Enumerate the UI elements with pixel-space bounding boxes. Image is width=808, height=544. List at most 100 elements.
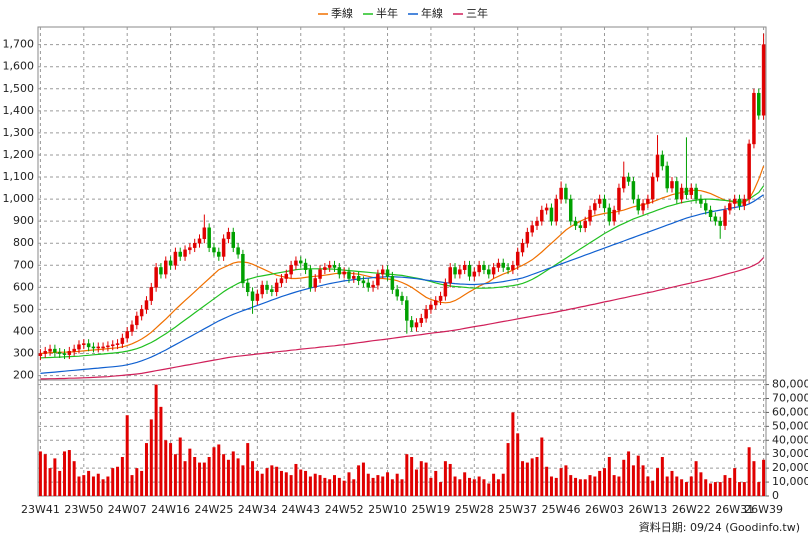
candle-body [462,265,467,270]
candle-body [699,198,703,204]
candle-body [53,348,57,353]
candle-body [173,251,178,266]
volume-bar [116,466,120,496]
candle-body [612,209,616,222]
candle-body [144,300,149,310]
legend-label: 三年 [466,6,488,20]
y-tick-label: 1,400 [3,104,35,117]
candle-body [82,343,86,345]
candle-body [72,348,76,352]
volume-bar [617,476,621,496]
candle-body [409,320,414,328]
candle-body [303,262,308,270]
candle-body [77,344,81,350]
volume-bar [675,476,679,496]
volume-bar [337,477,341,496]
volume-bar [222,454,226,496]
candle-body [236,247,240,255]
volume-bar [304,470,308,496]
y-tick-label: 600 [13,280,34,293]
candle-body [323,267,327,270]
ma-line [40,257,765,380]
candle-body [573,220,578,226]
candle-body [361,280,366,284]
candle-body [732,198,737,204]
volume-bar [492,473,496,496]
candle-body [626,176,631,182]
candle-body [670,181,674,189]
y-tick-label: 500 [13,302,34,315]
volume-bar [709,483,713,496]
candle-body [472,271,477,277]
candle-body [289,265,293,275]
candle-body [342,271,346,275]
candle-body [636,198,640,211]
candle-body [57,352,62,354]
y-tick-label: 900 [13,214,34,227]
candle-body [356,276,361,281]
volume-bar [521,461,525,496]
volume-bar [554,477,558,496]
candle-body [660,154,665,167]
candle-body [250,291,255,301]
candle-body [530,225,534,233]
candle-body [395,289,399,297]
volume-bar [723,475,727,496]
candle-body [438,295,443,301]
volume-bar [535,457,539,496]
candle-body [564,187,568,200]
volume-bar [371,477,375,496]
candle-body [689,187,694,195]
volume-bar [333,475,336,496]
volume-bar [390,479,394,496]
candle-body [101,346,105,349]
x-tick-label: 26W03 [585,503,624,516]
volume-bar [627,451,631,496]
volume-bar [612,475,616,496]
volume-bar [453,476,457,496]
volume-bar [275,466,279,496]
candle-body [43,351,47,354]
candle-body [578,225,583,229]
volume-bar [270,465,274,496]
volume-bar [246,443,250,496]
candle-body [559,187,563,200]
candle-body [106,345,110,348]
volume-bar [38,451,42,496]
candle-body [279,278,284,284]
candle-body [757,92,761,116]
candle-body [371,284,375,288]
candle-body [665,165,669,189]
x-tick-label: 25W19 [411,503,450,516]
candle-body [120,337,125,344]
volume-bar [251,461,255,496]
y-tick-label: 400 [13,324,34,337]
volume-bar [202,462,206,496]
volume-bar [564,465,568,496]
candle-body [429,304,433,310]
candle-body [270,289,274,293]
volume-bar [135,468,139,496]
candle-body [597,198,602,204]
candle-body [487,269,491,275]
volume-bar [410,457,414,496]
candle-body [188,247,192,251]
candle-body [506,267,510,270]
volume-bar [188,448,192,496]
volume-bar [680,479,684,496]
volume-bar [352,479,356,496]
volume-bar [347,472,351,496]
x-tick-label: 23W50 [64,503,103,516]
volume-bar [429,477,433,496]
volume-bar [458,479,462,496]
x-tick-label: 26W31 [715,503,754,516]
volume-bar [607,457,611,496]
candle-body [549,207,554,222]
candle-body [602,198,607,209]
volume-bar [704,479,708,496]
volume-bar [328,479,332,496]
volume-bar [762,459,766,496]
volume-bar [231,451,235,496]
x-tick-label: 26W39 [744,503,783,516]
candle-body [607,207,612,222]
